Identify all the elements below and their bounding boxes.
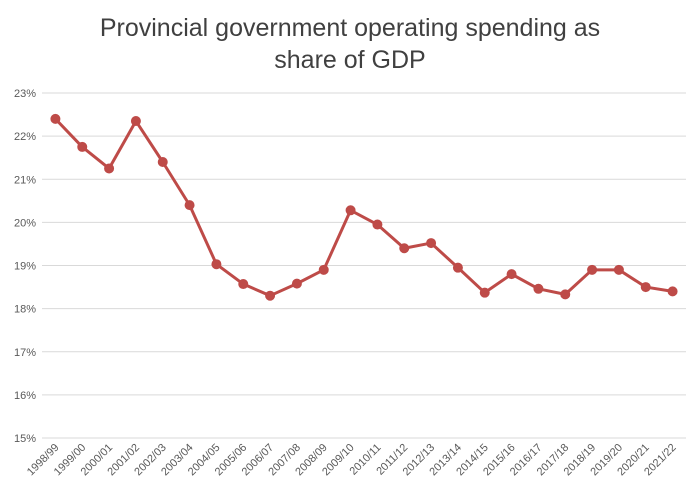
data-point [399, 243, 410, 254]
data-point [184, 200, 195, 211]
chart-title-line-1: Provincial government operating spending… [99, 14, 601, 42]
y-tick-label: 21% [14, 174, 36, 186]
data-point [372, 219, 383, 230]
chart-title-line-2: share of GDP [274, 46, 426, 74]
data-point [157, 157, 168, 167]
data-point [345, 205, 356, 216]
y-tick-label: 16% [14, 390, 36, 402]
data-point [211, 259, 222, 270]
data-point [613, 264, 624, 275]
chart-title: Provincial government operating spending… [0, 12, 700, 76]
data-point [640, 282, 651, 293]
data-point [318, 264, 329, 275]
data-point [50, 113, 61, 124]
data-point [291, 278, 302, 289]
x-axis-tick-labels: 1998/991999/002000/012001/022002/032003/… [25, 442, 679, 479]
y-tick-label: 20% [14, 217, 36, 229]
y-tick-label: 15% [14, 433, 36, 445]
series-group [50, 113, 678, 301]
data-point [533, 283, 544, 294]
y-tick-label: 18% [14, 304, 36, 316]
gridlines [42, 92, 686, 439]
y-tick-label: 17% [14, 347, 36, 359]
data-point [77, 141, 88, 152]
y-tick-label: 22% [14, 131, 36, 143]
data-point [104, 163, 115, 174]
data-point [587, 264, 598, 275]
data-point [452, 262, 463, 273]
y-tick-label: 23% [14, 88, 36, 100]
data-point [560, 289, 571, 300]
data-point [130, 116, 141, 127]
data-point [265, 290, 276, 301]
data-point [506, 269, 517, 280]
y-axis-tick-labels: 15% 16% 17% 18% 19% 20% 21% 22% 23% [14, 88, 36, 445]
series-line [54, 117, 673, 298]
data-point [426, 238, 437, 249]
data-point [479, 287, 490, 298]
data-point [238, 279, 249, 290]
data-point [667, 286, 678, 297]
y-tick-label: 19% [14, 261, 36, 273]
